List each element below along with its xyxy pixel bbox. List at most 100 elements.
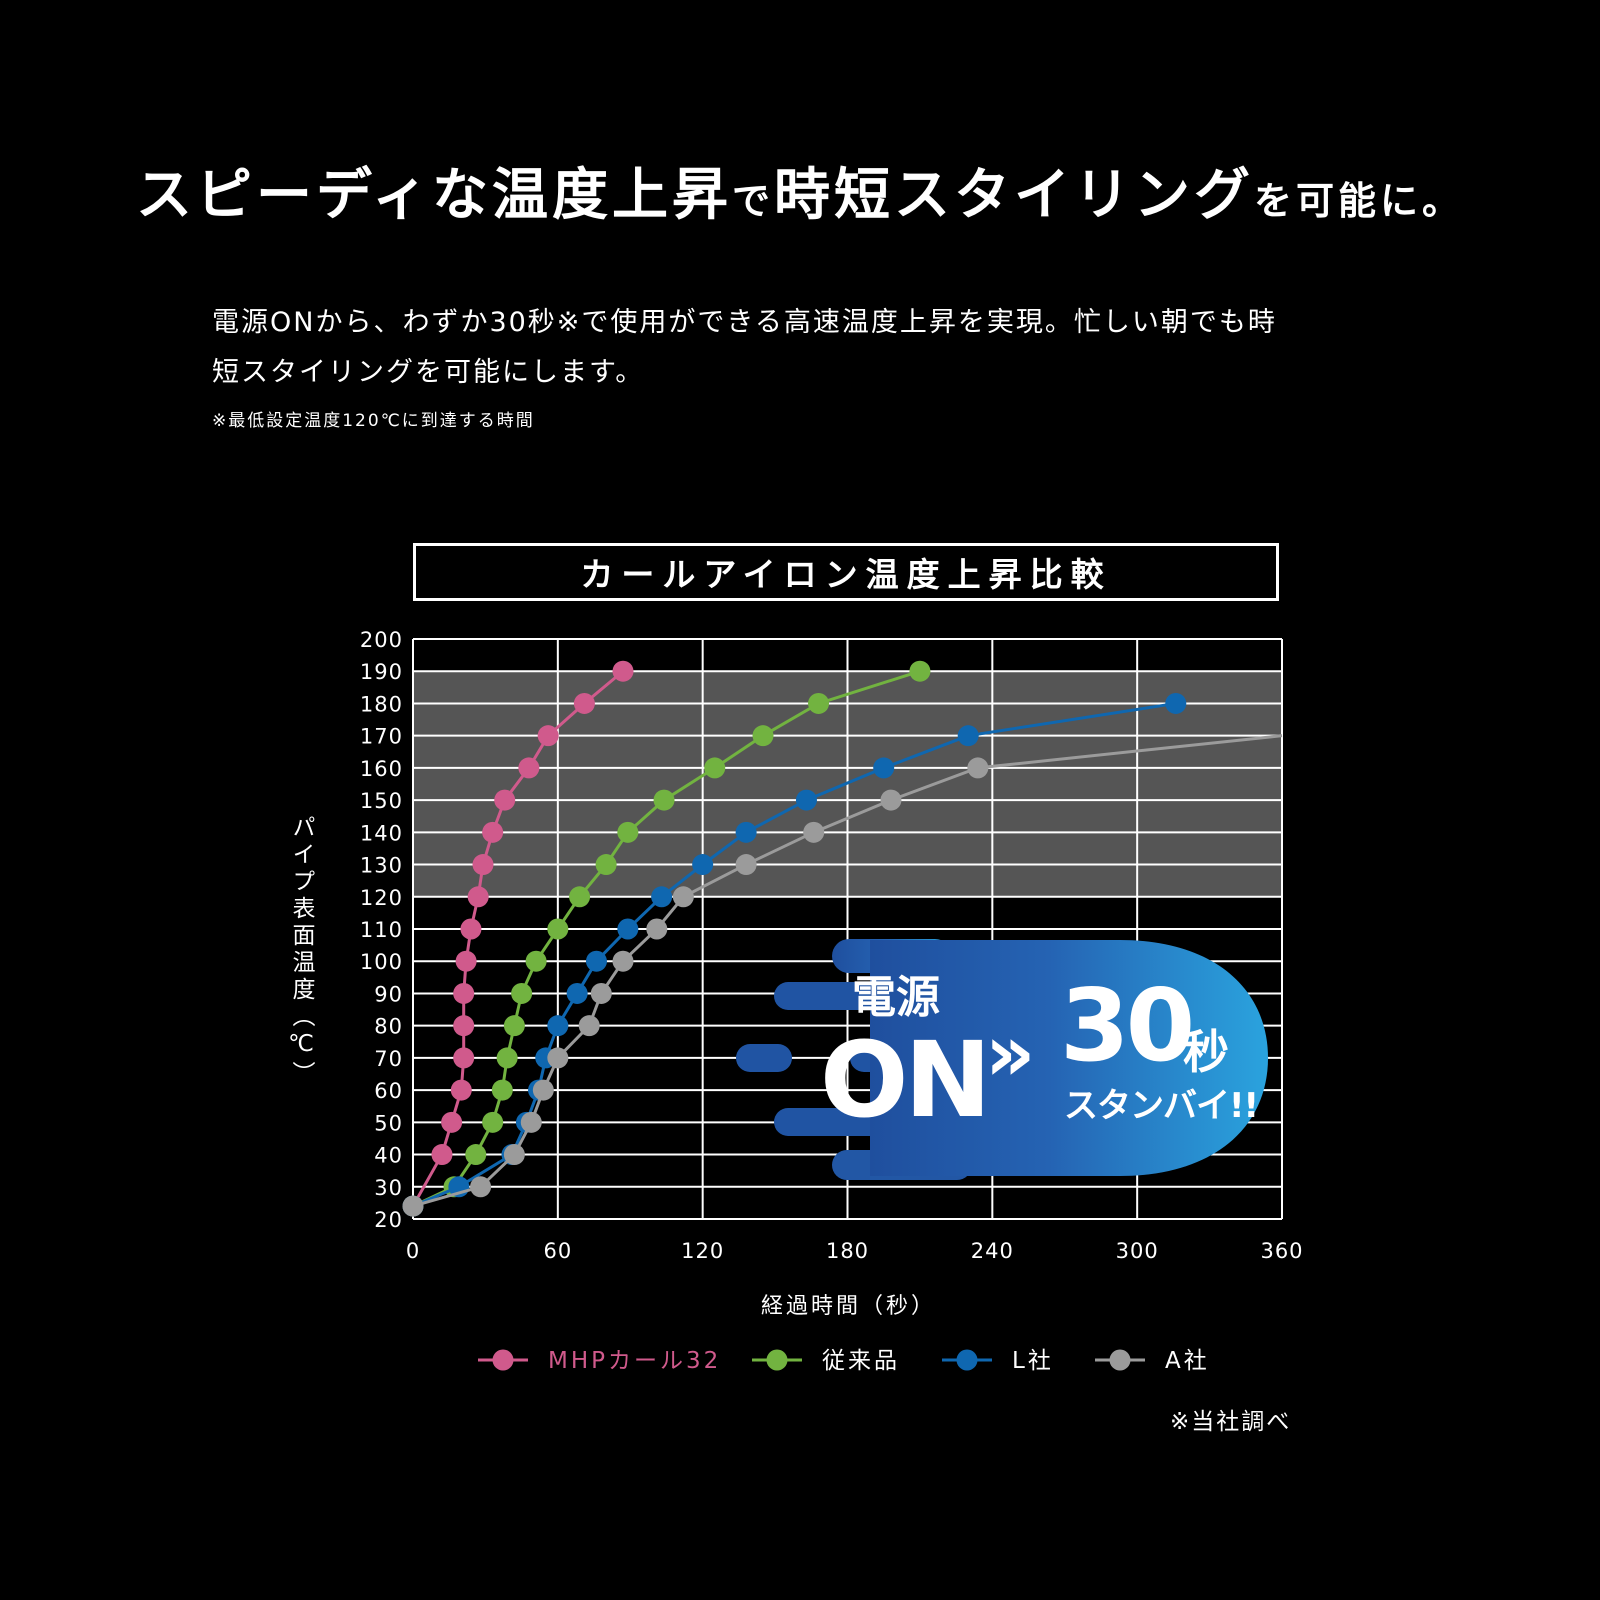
series-4-point-10 bbox=[672, 886, 694, 908]
y-axis-label: パイプ表面温度（℃） bbox=[288, 815, 314, 1088]
y-tick-label-170: 170 bbox=[360, 725, 403, 749]
badge-standby-label: スタンバイ!! bbox=[1064, 1086, 1258, 1126]
series-3-point-6 bbox=[547, 1015, 569, 1037]
legend-swatch-marker-4 bbox=[1109, 1349, 1131, 1371]
footnote: ※最低設定温度120℃に到達する時間 bbox=[212, 411, 535, 431]
x-axis-label: 経過時間（秒） bbox=[760, 1294, 936, 1319]
axis-tick-labels: 20 30 40 50 60 70 80 90 100 110 120 130 140 150 160 170… bbox=[360, 628, 1303, 1263]
standby-badge: 電源 ON » 30 秒 スタンバイ!! bbox=[736, 939, 1268, 1180]
badge-arrow: » bbox=[985, 1009, 1035, 1099]
series-1 bbox=[402, 660, 634, 1217]
y-tick-label-200: 200 bbox=[360, 628, 403, 652]
series-2-point-13 bbox=[653, 789, 675, 811]
badge-seconds-number: 30 bbox=[1060, 967, 1191, 1084]
lead-text-line-2: 短スタイリングを可能にします。 bbox=[212, 357, 645, 388]
series-2-point-17 bbox=[909, 660, 931, 682]
series-2-point-4 bbox=[491, 1079, 513, 1101]
y-tick-label-90: 90 bbox=[374, 982, 403, 1006]
series-1-point-4 bbox=[453, 1047, 475, 1069]
series-4-point-8 bbox=[612, 950, 634, 972]
legend-swatch-marker-2 bbox=[766, 1349, 788, 1371]
series-2-point-7 bbox=[511, 982, 533, 1004]
headline: スピーディな温度上昇で時短スタイリングを可能に。 bbox=[0, 150, 1600, 231]
series-1-point-8 bbox=[460, 918, 482, 940]
series-2-point-3 bbox=[482, 1111, 504, 1133]
y-tick-label-110: 110 bbox=[360, 918, 403, 942]
legend-label-1: MHPカール32 bbox=[548, 1348, 721, 1374]
y-tick-label-60: 60 bbox=[374, 1079, 403, 1103]
source-note: ※当社調べ bbox=[1170, 1409, 1292, 1435]
series-3-point-16 bbox=[1165, 692, 1187, 714]
series-1-point-12 bbox=[494, 789, 516, 811]
series-2-point-6 bbox=[503, 1015, 525, 1037]
series-4-point-6 bbox=[578, 1015, 600, 1037]
series-4-point-9 bbox=[646, 918, 668, 940]
badge-power-label: 電源 bbox=[852, 972, 940, 1023]
y-tick-label-190: 190 bbox=[360, 660, 403, 684]
y-tick-label-180: 180 bbox=[360, 692, 403, 716]
legend: MHPカール32 従来品 L社 A社 bbox=[478, 1348, 1210, 1374]
x-tick-label-60: 60 bbox=[543, 1239, 572, 1263]
series-3-point-12 bbox=[735, 821, 757, 843]
series-4-point-1 bbox=[470, 1176, 492, 1198]
series-2-point-9 bbox=[547, 918, 569, 940]
series-4-point-7 bbox=[590, 982, 612, 1004]
series-2-point-12 bbox=[617, 821, 639, 843]
headline-part-2: で bbox=[732, 179, 775, 223]
headline-part-1: スピーディな温度上昇 bbox=[135, 163, 733, 228]
series-1-point-9 bbox=[467, 886, 489, 908]
series-2-point-5 bbox=[496, 1047, 518, 1069]
y-tick-label-150: 150 bbox=[360, 789, 403, 813]
y-tick-label-40: 40 bbox=[374, 1144, 403, 1168]
y-tick-label-80: 80 bbox=[374, 1015, 403, 1039]
series-4-point-14 bbox=[967, 757, 989, 779]
series-1-point-10 bbox=[472, 854, 494, 876]
badge-seconds-unit: 秒 bbox=[1183, 1025, 1229, 1079]
series-3-point-14 bbox=[873, 757, 895, 779]
legend-swatch-marker-3 bbox=[956, 1349, 978, 1371]
series-2-point-11 bbox=[595, 854, 617, 876]
series-3-point-10 bbox=[651, 886, 673, 908]
x-tick-label-0: 0 bbox=[406, 1239, 420, 1263]
x-tick-label-300: 300 bbox=[1116, 1239, 1159, 1263]
series-1-point-2 bbox=[441, 1111, 463, 1133]
series-1-point-11 bbox=[482, 821, 504, 843]
series-1-point-14 bbox=[537, 725, 559, 747]
legend-swatch-marker-1 bbox=[492, 1349, 514, 1371]
y-tick-label-120: 120 bbox=[360, 886, 403, 910]
legend-item-3: L社 bbox=[942, 1348, 1051, 1374]
series-4-point-2 bbox=[503, 1144, 525, 1166]
series-4-point-13 bbox=[880, 789, 902, 811]
x-tick-label-120: 120 bbox=[681, 1239, 724, 1263]
legend-label-4: A社 bbox=[1165, 1348, 1210, 1374]
series-1-point-13 bbox=[518, 757, 540, 779]
series-4-point-3 bbox=[520, 1111, 542, 1133]
chart-title-box: カールアイロン温度上昇比較 bbox=[413, 543, 1279, 601]
legend-label-2: 従来品 bbox=[822, 1348, 900, 1374]
series-1-point-6 bbox=[453, 982, 475, 1004]
series-1-point-7 bbox=[455, 950, 477, 972]
series-2-point-14 bbox=[704, 757, 726, 779]
series-1-point-16 bbox=[612, 660, 634, 682]
series-4-point-12 bbox=[803, 821, 825, 843]
x-tick-label-240: 240 bbox=[971, 1239, 1014, 1263]
y-tick-label-20: 20 bbox=[374, 1208, 403, 1232]
headline-part-3: 時短スタイリング bbox=[774, 163, 1255, 228]
series-2-point-15 bbox=[752, 725, 774, 747]
badge-body bbox=[870, 940, 1268, 1176]
x-tick-label-360: 360 bbox=[1260, 1239, 1303, 1263]
series-3-point-15 bbox=[957, 725, 979, 747]
series-1-point-3 bbox=[450, 1079, 472, 1101]
x-tick-label-180: 180 bbox=[826, 1239, 869, 1263]
series-2-point-2 bbox=[465, 1144, 487, 1166]
series-3-point-11 bbox=[692, 854, 714, 876]
y-tick-label-30: 30 bbox=[374, 1176, 403, 1200]
series-2-point-10 bbox=[569, 886, 591, 908]
badge-on-label: ON bbox=[820, 1019, 987, 1141]
headline-part-4: を可能に。 bbox=[1254, 179, 1465, 223]
series-3-point-13 bbox=[795, 789, 817, 811]
chart-title: カールアイロン温度上昇比較 bbox=[580, 555, 1112, 594]
legend-item-1: MHPカール32 bbox=[478, 1348, 721, 1374]
series-1-point-5 bbox=[453, 1015, 475, 1037]
series-4-point-4 bbox=[532, 1079, 554, 1101]
